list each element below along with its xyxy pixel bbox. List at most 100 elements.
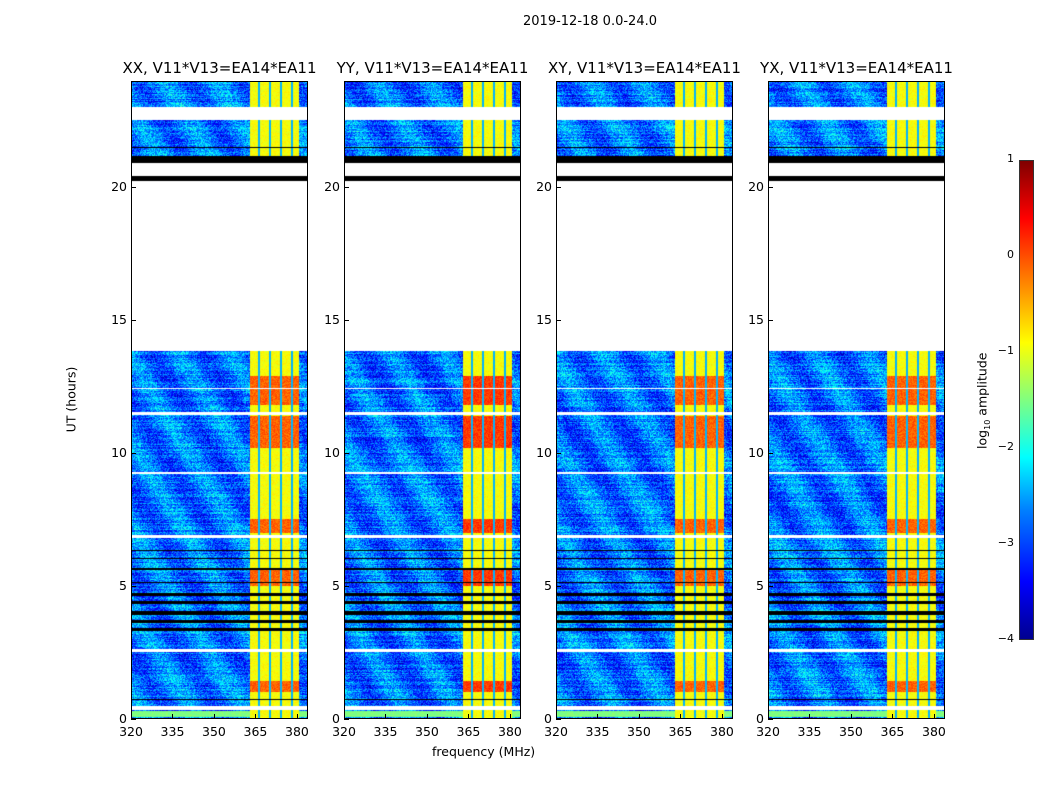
y-axis-label: UT (hours)	[63, 366, 79, 433]
x-tick-mark	[131, 714, 132, 719]
y-tick-label: 10	[324, 445, 340, 461]
y-tick-mark	[131, 586, 136, 588]
y-tick-label: 20	[748, 179, 764, 195]
colorbar-tick-label: 0	[1007, 248, 1014, 261]
x-tick-label: 320	[756, 724, 780, 739]
y-tick-label: 20	[324, 179, 340, 195]
y-tick-label: 0	[544, 711, 552, 726]
x-tick-mark	[509, 714, 511, 719]
y-tick-mark	[344, 453, 349, 455]
y-tick-label: 0	[756, 711, 764, 726]
y-tick-mark	[344, 187, 349, 189]
y-tick-label: 5	[332, 578, 340, 594]
x-tick-mark	[933, 714, 935, 719]
x-tick-mark	[385, 714, 387, 719]
spectrogram-heatmap	[345, 82, 520, 718]
y-tick-label: 15	[536, 312, 552, 328]
y-tick-mark	[131, 187, 136, 189]
colorbar	[1019, 160, 1034, 640]
spectrogram-panel	[768, 81, 945, 719]
y-tick-mark	[131, 320, 136, 322]
x-tick-mark	[809, 714, 811, 719]
x-tick-mark	[468, 714, 470, 719]
x-tick-mark	[255, 714, 257, 719]
x-tick-mark	[768, 714, 769, 719]
x-tick-label: 380	[710, 724, 734, 739]
y-tick-mark	[768, 586, 773, 588]
y-tick-mark	[131, 719, 136, 720]
colorbar-tick-label: 1	[1007, 152, 1014, 165]
x-tick-label: 365	[243, 724, 268, 739]
x-tick-mark	[680, 714, 682, 719]
x-tick-label: 335	[585, 724, 610, 739]
x-tick-label: 335	[797, 724, 822, 739]
x-tick-mark	[597, 714, 599, 719]
x-tick-label: 320	[544, 724, 568, 739]
spectrogram-panel	[131, 81, 308, 719]
y-tick-label: 5	[544, 578, 552, 594]
y-tick-label: 5	[756, 578, 764, 594]
panel-title: YY, V11*V13=EA14*EA11	[336, 59, 529, 77]
x-tick-label: 350	[415, 724, 439, 739]
x-tick-label: 365	[880, 724, 905, 739]
x-tick-label: 365	[456, 724, 481, 739]
x-tick-mark	[344, 714, 345, 719]
x-axis-label: frequency (MHz)	[432, 744, 536, 759]
colorbar-tick-label: −4	[997, 632, 1014, 645]
x-tick-label: 350	[627, 724, 651, 739]
spectrogram-heatmap	[557, 82, 732, 718]
y-tick-label: 0	[332, 711, 340, 726]
figure-title: 2019-12-18 0.0-24.0	[523, 14, 657, 29]
y-tick-label: 0	[119, 711, 127, 726]
x-tick-label: 380	[922, 724, 946, 739]
y-tick-label: 15	[111, 312, 127, 328]
colorbar-tick-label: −3	[997, 536, 1014, 549]
x-tick-mark	[721, 714, 723, 719]
y-tick-label: 20	[111, 179, 127, 195]
colorbar-tick-label: −2	[997, 440, 1014, 453]
y-tick-label: 20	[536, 179, 552, 195]
y-tick-mark	[131, 453, 136, 455]
x-tick-mark	[850, 714, 852, 719]
y-tick-mark	[556, 453, 561, 455]
y-tick-mark	[768, 320, 773, 322]
y-tick-label: 5	[119, 578, 127, 594]
y-tick-label: 10	[111, 445, 127, 461]
x-tick-mark	[556, 714, 557, 719]
y-tick-label: 10	[536, 445, 552, 461]
x-tick-mark	[296, 714, 298, 719]
y-tick-label: 15	[748, 312, 764, 328]
x-tick-mark	[172, 714, 174, 719]
spectrogram-heatmap	[769, 82, 944, 718]
x-tick-label: 320	[332, 724, 356, 739]
x-tick-label: 320	[119, 724, 143, 739]
y-tick-mark	[768, 453, 773, 455]
y-tick-label: 10	[748, 445, 764, 461]
y-tick-mark	[344, 586, 349, 588]
x-tick-label: 350	[202, 724, 226, 739]
y-tick-mark	[344, 320, 349, 322]
colorbar-label: log10 amplitude	[974, 352, 992, 449]
y-tick-mark	[768, 719, 773, 720]
y-tick-mark	[556, 586, 561, 588]
colorbar-tick-label: −1	[997, 344, 1014, 357]
spectrogram-panel	[556, 81, 733, 719]
x-tick-label: 335	[160, 724, 185, 739]
y-tick-mark	[556, 719, 561, 720]
spectrogram-panel	[344, 81, 521, 719]
y-tick-mark	[768, 187, 773, 189]
x-tick-mark	[892, 714, 894, 719]
spectrogram-heatmap	[132, 82, 307, 718]
panel-title: XY, V11*V13=EA14*EA11	[548, 59, 741, 77]
x-tick-mark	[638, 714, 640, 719]
x-tick-mark	[213, 714, 215, 719]
y-tick-mark	[556, 320, 561, 322]
x-tick-label: 380	[498, 724, 522, 739]
y-tick-mark	[344, 719, 349, 720]
y-tick-label: 15	[324, 312, 340, 328]
panel-title: XX, V11*V13=EA14*EA11	[122, 59, 317, 77]
x-tick-label: 380	[285, 724, 309, 739]
x-tick-label: 335	[373, 724, 398, 739]
x-tick-label: 350	[839, 724, 863, 739]
